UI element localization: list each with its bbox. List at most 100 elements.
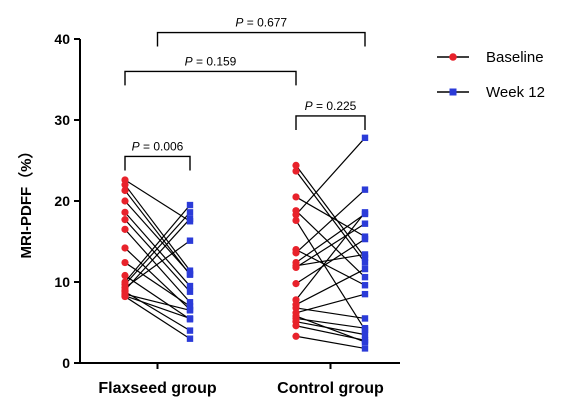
- baseline-point: [121, 186, 129, 195]
- week12-point: [361, 265, 369, 273]
- pair-lines-layer: [124, 137, 366, 350]
- baseline-point: [292, 249, 300, 257]
- week12-point: [186, 299, 194, 306]
- annotation-layer: P = 0.006 P = 0.225 P = 0.159 P = 0.677: [124, 16, 366, 171]
- y-tick-label: 30: [54, 112, 70, 128]
- pair-line: [295, 196, 366, 238]
- pair-line: [295, 189, 366, 254]
- significance-bracket: [124, 155, 191, 171]
- pair-line: [295, 210, 366, 278]
- p-value-label: P = 0.225: [305, 99, 357, 113]
- week12-point: [186, 267, 194, 274]
- baseline-point: [121, 181, 129, 189]
- legend: Baseline Week 12: [437, 49, 545, 101]
- week12-point: [361, 254, 369, 261]
- baseline-point: [121, 197, 129, 205]
- week12-point: [186, 315, 194, 322]
- pair-line: [124, 275, 191, 320]
- pair-line: [124, 179, 191, 222]
- baseline-point: [292, 193, 300, 201]
- pair-line: [124, 293, 191, 311]
- axis-layer: 0 10 20 30 40 Flaxseed group Control group MRI-…: [17, 31, 400, 397]
- pair-line: [124, 184, 191, 272]
- baseline-point: [121, 292, 129, 301]
- x-category-label: Control group: [277, 380, 384, 397]
- baseline-point: [292, 332, 300, 340]
- baseline-point: [121, 225, 129, 233]
- x-category-label: Flaxseed group: [98, 380, 216, 397]
- pair-line: [295, 268, 366, 306]
- y-axis-label: MRI-PDFF（%）: [17, 144, 35, 259]
- week12-point: [361, 134, 369, 142]
- p-value-label: P = 0.159: [185, 54, 237, 68]
- week12-point: [361, 235, 369, 243]
- week12-point: [361, 290, 369, 298]
- pair-line: [124, 204, 191, 283]
- y-tick-label: 10: [54, 274, 70, 290]
- week12-point: [186, 303, 194, 310]
- pair-line: [295, 223, 366, 268]
- y-tick-label: 40: [54, 31, 70, 47]
- significance-bracket: [156, 31, 366, 47]
- pair-line: [295, 220, 366, 331]
- baseline-point: [121, 271, 129, 280]
- week12-point: [361, 282, 369, 289]
- pair-line: [295, 249, 366, 286]
- week12-point: [361, 209, 369, 216]
- week12-point: [361, 220, 369, 227]
- pair-line: [295, 253, 366, 267]
- baseline-point: [121, 258, 129, 267]
- week12-point: [361, 315, 369, 322]
- pair-line: [124, 211, 191, 285]
- week12-point: [186, 270, 194, 278]
- baseline-point: [292, 263, 300, 272]
- baseline-point: [292, 211, 300, 219]
- points-layer: [121, 134, 369, 352]
- baseline-point: [292, 322, 300, 330]
- week12-point: [361, 273, 369, 281]
- pair-line: [124, 240, 191, 289]
- week12-point: [361, 331, 369, 338]
- pair-line: [295, 325, 366, 341]
- week12-point: [186, 201, 194, 209]
- baseline-point: [121, 244, 129, 252]
- pair-line: [295, 293, 366, 314]
- legend-square-marker: [449, 88, 457, 96]
- p-value-label: P = 0.677: [235, 16, 287, 30]
- significance-bracket: [124, 70, 297, 86]
- baseline-point: [292, 161, 300, 169]
- week12-point: [186, 237, 194, 244]
- y-tick-label: 20: [54, 193, 70, 209]
- pair-line: [295, 321, 366, 336]
- week12-point: [186, 282, 194, 290]
- pair-line: [295, 137, 366, 216]
- pair-line: [124, 296, 191, 340]
- baseline-point: [292, 280, 300, 288]
- significance-bracket: [295, 115, 366, 130]
- pair-line: [295, 335, 366, 350]
- week12-point: [186, 215, 194, 223]
- week12-point: [361, 259, 369, 266]
- week12-point: [186, 327, 194, 334]
- baseline-point: [121, 208, 129, 216]
- pair-line: [124, 228, 191, 303]
- week12-point: [361, 324, 369, 332]
- week12-point: [361, 251, 369, 258]
- legend-label: Week 12: [486, 84, 545, 101]
- baseline-point: [292, 216, 300, 225]
- pair-line: [124, 200, 191, 275]
- pair-line: [124, 190, 191, 276]
- week12-point: [186, 307, 194, 314]
- week12-point: [186, 288, 194, 295]
- pair-line: [124, 295, 191, 320]
- week12-point: [361, 186, 369, 193]
- week12-point: [186, 209, 194, 216]
- week12-point: [186, 335, 194, 342]
- legend-label: Baseline: [486, 49, 544, 66]
- pair-line: [124, 218, 191, 291]
- pair-line: [295, 165, 366, 259]
- pair-line: [124, 219, 191, 293]
- legend-circle-marker: [449, 53, 457, 61]
- pair-line: [295, 238, 366, 285]
